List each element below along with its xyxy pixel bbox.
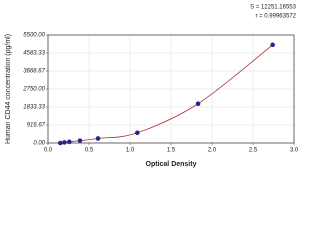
y-tick-label: 1833.33 — [23, 105, 45, 111]
data-point — [62, 140, 67, 145]
data-point — [77, 138, 83, 143]
annotation: r = 0.99963572 — [255, 14, 296, 20]
x-tick-label: 0.5 — [85, 148, 94, 154]
data-point — [95, 136, 101, 141]
x-tick-label: 3.0 — [290, 148, 299, 154]
y-tick-label: 4583.33 — [23, 51, 45, 57]
annotation: S = 12251.16553 — [250, 5, 297, 11]
chart: S = 12251.16553 r = 0.99963572 Optical D… — [5, 5, 299, 168]
x-tick-label: 1.5 — [167, 148, 176, 154]
y-tick-label: 5500.00 — [23, 33, 45, 39]
data-point — [58, 140, 63, 146]
plot-frame — [47, 34, 295, 144]
y-tick-label: 0.00 — [33, 141, 45, 147]
fit-curve — [60, 44, 273, 144]
x-axis-label: Optical Density — [146, 161, 197, 168]
data-point — [195, 101, 201, 107]
data-point — [270, 42, 275, 48]
y-axis-label: Human CD44 concentration (pg/ml) — [5, 34, 12, 144]
data-point — [135, 130, 140, 136]
x-tick-label: 2.5 — [249, 148, 258, 154]
x-tick-label: 1.0 — [126, 148, 135, 154]
data-point — [67, 139, 72, 145]
x-tick-label: 2.0 — [208, 148, 217, 154]
y-tick-label: 3666.67 — [23, 69, 45, 75]
y-tick-label: 916.67 — [27, 123, 46, 129]
y-tick-label: 2750.00 — [22, 87, 45, 93]
x-tick-label: 0.0 — [44, 148, 53, 154]
